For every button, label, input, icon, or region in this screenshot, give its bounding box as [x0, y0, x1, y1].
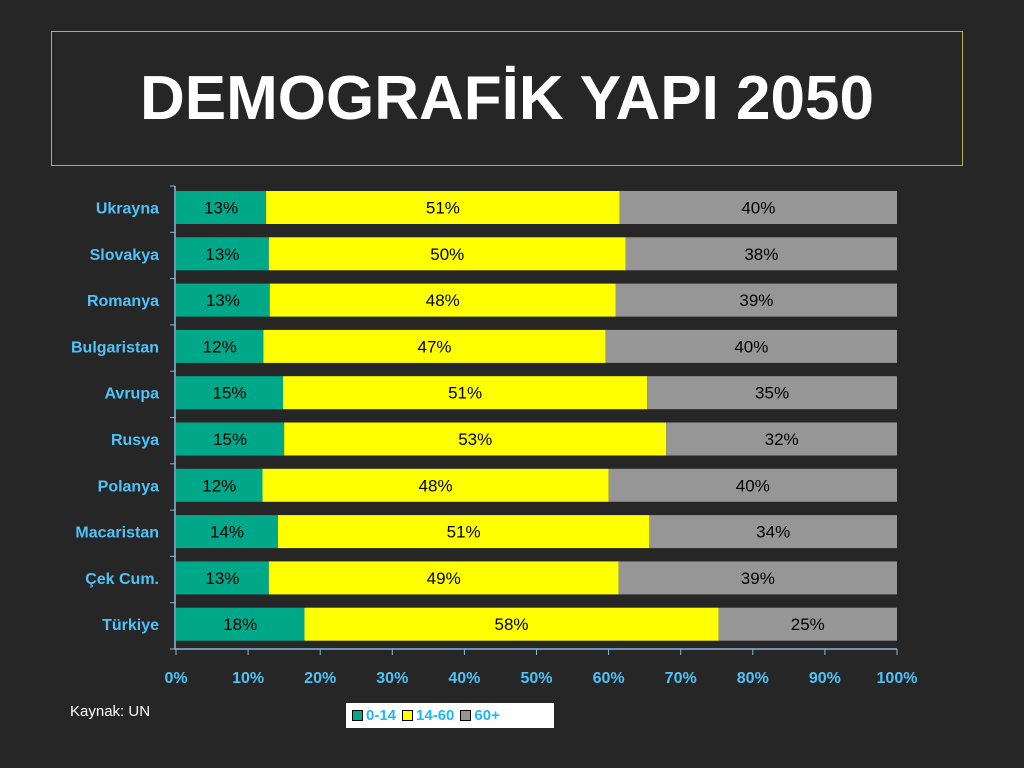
- data-label: 12%: [203, 337, 237, 356]
- data-label: 51%: [447, 523, 481, 542]
- bar-segment: [277, 515, 650, 549]
- category-label: Türkiye: [102, 617, 159, 634]
- page-title: DEMOGRAFİK YAPI 2050: [140, 64, 874, 133]
- bar-segment: [176, 329, 264, 363]
- data-label: 32%: [765, 430, 799, 449]
- bar-segment: [619, 191, 897, 224]
- bar-segment: [176, 376, 284, 410]
- category-label: Ukrayna: [96, 201, 159, 218]
- bar-segment: [266, 191, 620, 224]
- x-tick-label: 20%: [304, 670, 336, 687]
- data-label: 48%: [419, 476, 453, 495]
- data-label: 13%: [204, 199, 238, 218]
- data-label: 12%: [202, 476, 236, 495]
- data-label: 15%: [213, 384, 247, 403]
- x-tick-label: 40%: [448, 670, 480, 687]
- chart-legend: 0-14 14-60 60+: [346, 703, 554, 728]
- legend-label: 14-60: [416, 707, 455, 724]
- category-label: Macaristan: [75, 525, 159, 542]
- x-tick-label: 90%: [809, 670, 841, 687]
- bar-segment: [608, 468, 897, 502]
- category-label: Polanya: [98, 478, 159, 495]
- bar-segment: [176, 468, 263, 502]
- x-tick-label: 60%: [593, 670, 625, 687]
- bar-segment: [283, 376, 648, 410]
- data-label: 13%: [205, 245, 239, 264]
- bar-segment: [666, 422, 897, 456]
- legend-swatch: [352, 710, 363, 721]
- data-label: 38%: [744, 245, 778, 264]
- data-label: 39%: [739, 291, 773, 310]
- data-label: 58%: [494, 615, 528, 634]
- category-label: Romanya: [87, 293, 159, 310]
- x-tick-label: 10%: [232, 670, 264, 687]
- x-tick-label: 70%: [665, 670, 697, 687]
- data-label: 14%: [210, 523, 244, 542]
- legend-swatch: [460, 710, 472, 721]
- category-label: Çek Cum.: [85, 571, 159, 588]
- bar-segment: [176, 561, 269, 595]
- data-label: 40%: [741, 199, 775, 218]
- legend-label: 60+: [474, 707, 500, 724]
- category-label: Rusya: [111, 432, 159, 449]
- legend-item: 14-60: [402, 707, 454, 724]
- data-label: 13%: [205, 569, 239, 588]
- data-label: 51%: [448, 384, 482, 403]
- x-tick-label: 100%: [877, 670, 918, 687]
- bar-segment: [176, 283, 270, 317]
- data-label: 18%: [223, 615, 257, 634]
- data-label: 35%: [755, 384, 789, 403]
- bar-segment: [649, 515, 897, 549]
- bar-segment: [625, 237, 897, 271]
- data-label: 50%: [430, 245, 464, 264]
- data-label: 47%: [418, 337, 452, 356]
- legend-swatch: [402, 710, 414, 721]
- data-label: 40%: [734, 337, 768, 356]
- x-tick-label: 50%: [520, 670, 552, 687]
- category-label: Slovakya: [90, 247, 159, 264]
- bar-segment: [605, 329, 897, 363]
- bar-segment: [176, 422, 285, 456]
- data-label: 39%: [741, 569, 775, 588]
- data-label: 51%: [426, 199, 460, 218]
- x-tick-label: 30%: [376, 670, 408, 687]
- legend-item: 60+: [460, 707, 500, 724]
- bar-segment: [176, 515, 278, 549]
- bar-segment: [176, 607, 305, 641]
- data-label: 25%: [791, 615, 825, 634]
- bar-segment: [284, 422, 667, 456]
- bar-segment: [176, 237, 269, 271]
- data-label: 15%: [213, 430, 247, 449]
- category-label: Avrupa: [104, 386, 159, 403]
- legend-label: 0-14: [366, 707, 397, 724]
- bar-segment: [268, 561, 619, 595]
- bar-segment: [268, 237, 626, 271]
- data-label: 53%: [458, 430, 492, 449]
- category-label: Bulgaristan: [71, 339, 159, 356]
- x-tick-label: 0%: [164, 670, 187, 687]
- bar-segment: [176, 191, 267, 224]
- bar-segment: [618, 561, 897, 595]
- bar-segment: [262, 468, 609, 502]
- bar-segment: [718, 607, 897, 641]
- bar-segment: [269, 283, 616, 317]
- data-label: 34%: [756, 523, 790, 542]
- bar-segment: [615, 283, 897, 317]
- data-label: 49%: [427, 569, 461, 588]
- source-note: Kaynak: UN: [70, 703, 151, 720]
- bar-segment: [647, 376, 897, 410]
- title-box: DEMOGRAFİK YAPI 2050: [51, 31, 963, 166]
- legend-item: 0-14: [352, 707, 396, 724]
- x-tick-label: 80%: [737, 670, 769, 687]
- bar-segment: [304, 607, 719, 641]
- data-label: 40%: [736, 476, 770, 495]
- bar-segment: [263, 329, 606, 363]
- data-label: 13%: [206, 291, 240, 310]
- data-label: 48%: [426, 291, 460, 310]
